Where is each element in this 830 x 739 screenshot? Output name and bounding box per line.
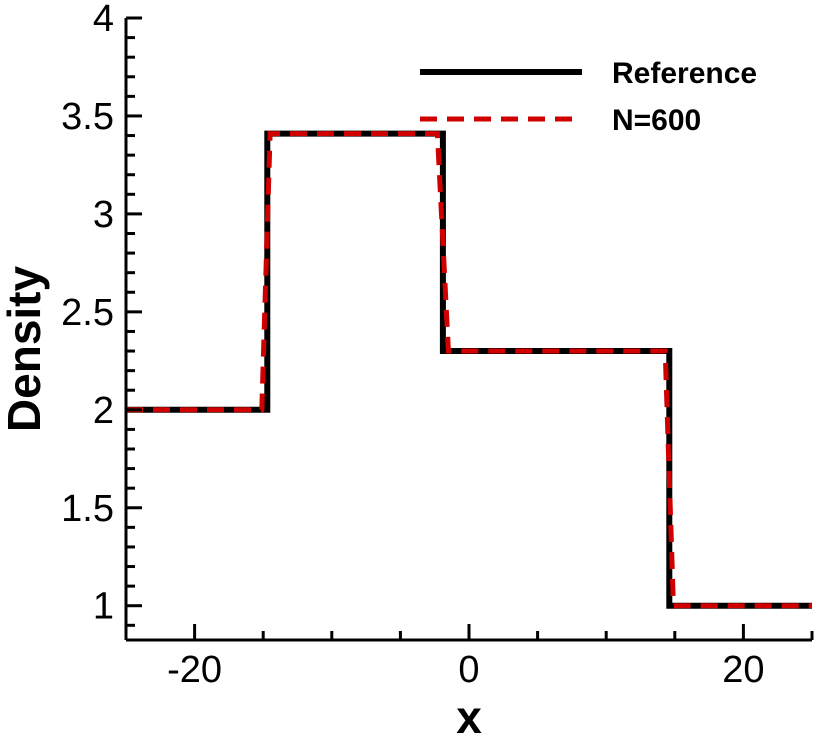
x-tick-label: 20 [722,649,764,691]
series-reference-line [126,130,812,609]
x-tick-label: -20 [167,649,222,691]
series-layer [126,130,812,609]
y-tick-label: 3.5 [61,96,114,138]
legend-label: N=600 [612,104,701,137]
y-axis-title: Density [0,266,50,433]
y-tick-label: 1.5 [61,488,114,530]
y-tick-label: 4 [93,0,114,40]
x-tick-label: 0 [458,649,479,691]
y-tick-label: 3 [93,194,114,236]
axes-layer: -20 0 20 1 1.5 2 2.5 3 3.5 4 [61,0,814,691]
y-tick-label: 1 [93,586,114,628]
y-tick-label: 2 [93,390,114,432]
legend-label: Reference [612,57,757,90]
legend: Reference N=600 [420,57,757,137]
series-n600-line [126,131,812,609]
x-axis-title: x [456,691,482,739]
y-tick-label: 2.5 [61,292,114,334]
